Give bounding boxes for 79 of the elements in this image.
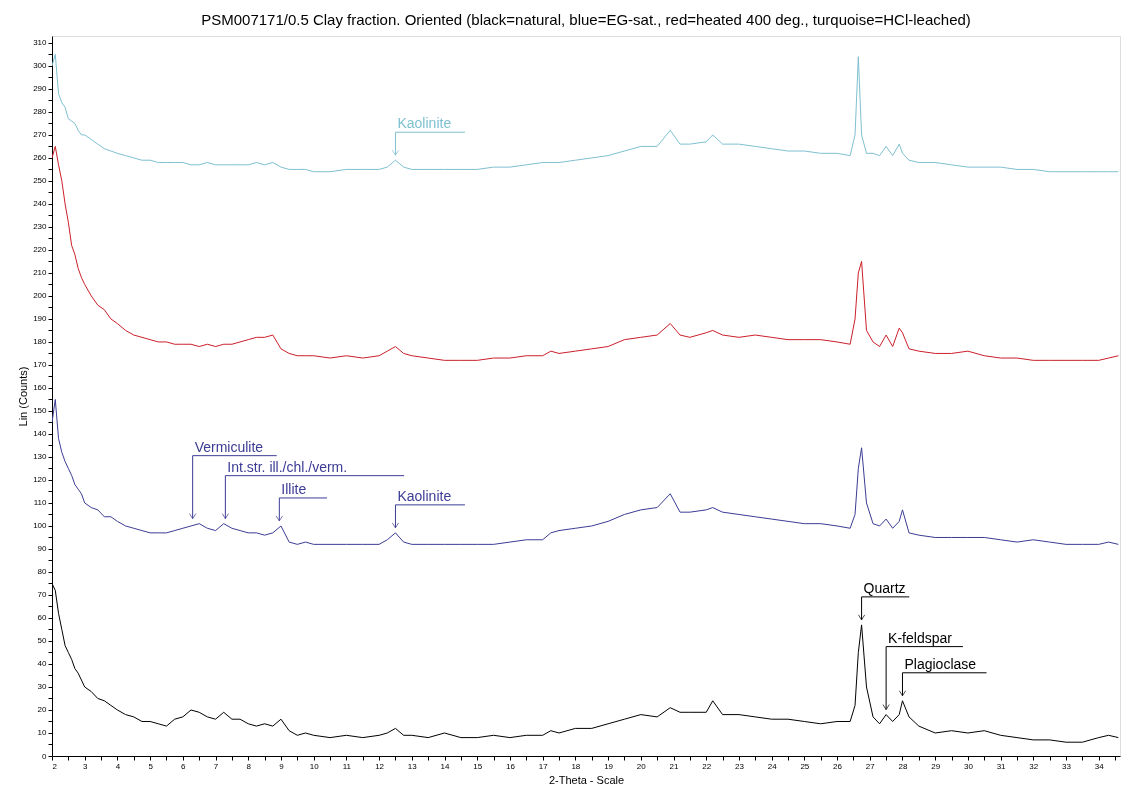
y-tick-label: 0 bbox=[42, 751, 48, 761]
annotation: Vermiculite bbox=[194, 438, 264, 455]
x-tick-label: 20 bbox=[636, 761, 647, 771]
annotation: Illite bbox=[281, 480, 307, 497]
x-tick-label: 24 bbox=[767, 761, 778, 771]
y-tick-label: 260 bbox=[33, 153, 48, 163]
annotation: Int.str. ill./chl./verm. bbox=[227, 458, 348, 475]
annotation: Plagioclase bbox=[904, 655, 977, 672]
x-tick-label: 21 bbox=[669, 761, 679, 771]
y-tick-label: 190 bbox=[33, 314, 48, 324]
x-tick-label: 8 bbox=[246, 761, 252, 771]
y-tick-label: 300 bbox=[33, 61, 48, 71]
x-tick-label: 32 bbox=[1029, 761, 1039, 771]
x-tick-label: 11 bbox=[342, 761, 352, 771]
x-tick-label: 34 bbox=[1094, 761, 1105, 771]
annotation: Kaolinite bbox=[397, 487, 452, 504]
x-tick-label: 4 bbox=[115, 761, 121, 771]
y-tick-label: 170 bbox=[33, 360, 48, 370]
y-tick-label: 150 bbox=[33, 406, 48, 416]
y-tick-label: 290 bbox=[33, 84, 48, 94]
y-tick-label: 210 bbox=[33, 268, 48, 278]
y-tick-label: 80 bbox=[37, 567, 48, 577]
x-tick-label: 18 bbox=[571, 761, 581, 771]
y-tick-label: 20 bbox=[37, 705, 48, 715]
x-tick-label: 6 bbox=[181, 761, 187, 771]
x-tick-label: 33 bbox=[1062, 761, 1072, 771]
x-tick-label: 22 bbox=[702, 761, 712, 771]
x-tick-label: 29 bbox=[931, 761, 941, 771]
x-tick-label: 30 bbox=[963, 761, 974, 771]
x-tick-label: 14 bbox=[440, 761, 451, 771]
x-tick-label: 19 bbox=[604, 761, 614, 771]
y-tick-label: 200 bbox=[33, 291, 48, 301]
x-tick-label: 13 bbox=[407, 761, 418, 771]
x-tick-label: 25 bbox=[800, 761, 810, 771]
annotation: Quartz bbox=[863, 579, 906, 596]
y-tick-label: 110 bbox=[33, 498, 48, 508]
line-series bbox=[52, 398, 1119, 545]
y-tick-label: 270 bbox=[33, 130, 48, 140]
y-tick-label: 220 bbox=[33, 245, 48, 255]
y-tick-label: 140 bbox=[33, 429, 48, 439]
y-tick-label: 280 bbox=[33, 107, 48, 117]
x-tick-label: 28 bbox=[898, 761, 908, 771]
x-tick-label: 23 bbox=[734, 761, 745, 771]
y-axis-title: Lin (Counts) bbox=[17, 366, 30, 427]
x-tick-label: 7 bbox=[213, 761, 219, 771]
x-tick-label: 16 bbox=[505, 761, 516, 771]
y-tick-label: 230 bbox=[33, 222, 48, 232]
line-series bbox=[52, 145, 1119, 361]
x-axis-title: 2-Theta - Scale bbox=[548, 773, 625, 786]
x-tick-label: 15 bbox=[473, 761, 483, 771]
y-tick-label: 160 bbox=[33, 383, 48, 393]
x-tick-label: 9 bbox=[279, 761, 285, 771]
y-tick-label: 250 bbox=[33, 176, 48, 186]
y-tick-label: 180 bbox=[33, 337, 48, 347]
y-tick-label: 60 bbox=[37, 613, 48, 623]
x-tick-label: 31 bbox=[996, 761, 1007, 771]
y-tick-label: 100 bbox=[33, 521, 48, 531]
chart-title: PSM007171/0.5 Clay fraction. Oriented (black=natural, blue=EG-sat., red=heated 400 deg., turquoise=HCl-leached) bbox=[201, 11, 971, 28]
x-tick-label: 10 bbox=[309, 761, 320, 771]
y-tick-label: 90 bbox=[37, 544, 48, 554]
annotation: K-feldspar bbox=[888, 629, 953, 646]
x-tick-label: 27 bbox=[865, 761, 876, 771]
y-tick-label: 50 bbox=[37, 636, 48, 646]
y-tick-label: 240 bbox=[33, 199, 48, 209]
y-tick-label: 130 bbox=[33, 452, 48, 462]
y-tick-label: 120 bbox=[33, 475, 48, 485]
line-series bbox=[52, 53, 1119, 173]
x-tick-label: 26 bbox=[833, 761, 843, 771]
x-tick-label: 17 bbox=[538, 761, 549, 771]
annotation: Kaolinite bbox=[397, 115, 452, 132]
x-tick-label: 3 bbox=[82, 761, 88, 771]
y-tick-label: 10 bbox=[37, 728, 48, 738]
y-tick-label: 30 bbox=[37, 682, 48, 692]
y-tick-label: 40 bbox=[37, 659, 48, 669]
y-tick-label: 310 bbox=[33, 38, 48, 48]
y-tick-label: 70 bbox=[37, 590, 48, 600]
x-tick-label: 5 bbox=[148, 761, 154, 771]
x-tick-label: 12 bbox=[375, 761, 385, 771]
x-tick-label: 2 bbox=[52, 761, 58, 771]
